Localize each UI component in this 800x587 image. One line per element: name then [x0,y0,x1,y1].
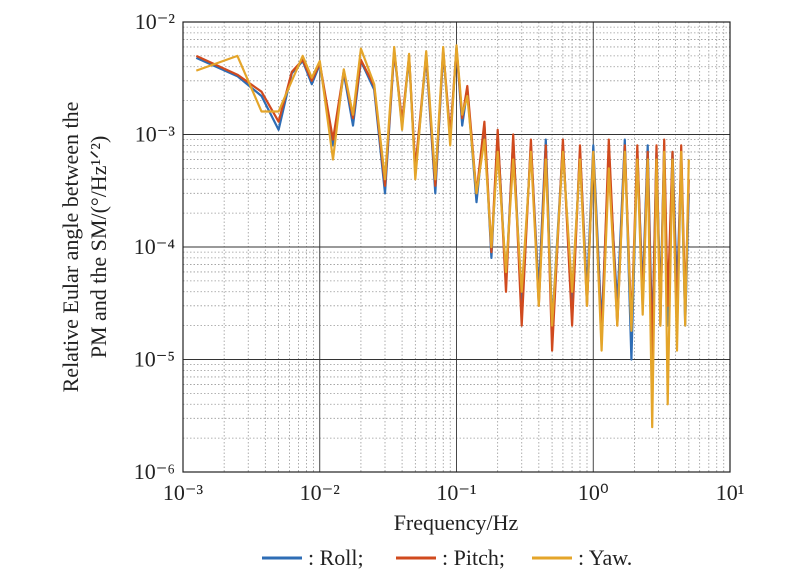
y-tick-label: 10⁻⁵ [134,347,175,372]
x-axis-label: Frequency/Hz [394,510,519,535]
x-tick-label: 10⁰ [578,480,609,505]
x-tick-label: 10⁻² [300,480,341,505]
legend-label: : Roll; [308,545,364,570]
y-axis-label: Relative Eular angle between the [58,102,83,393]
plot-frame [182,21,731,473]
series-line [195,45,690,361]
y-tick-label: 10⁻⁶ [134,459,175,484]
y-tick-label: 10⁻² [135,9,176,34]
y-axis-label: PM and the SM/(°/Hz¹ᐟ²) [86,136,111,359]
legend-label: : Yaw. [578,545,632,570]
legend-label: : Pitch; [442,545,505,570]
series-line [195,44,690,429]
x-tick-label: 10¹ [716,480,745,505]
y-tick-label: 10⁻⁴ [134,234,176,259]
series-line [195,47,690,361]
x-tick-label: 10⁻¹ [436,480,476,505]
x-tick-label: 10⁻³ [163,480,204,505]
y-tick-label: 10⁻³ [135,122,176,147]
